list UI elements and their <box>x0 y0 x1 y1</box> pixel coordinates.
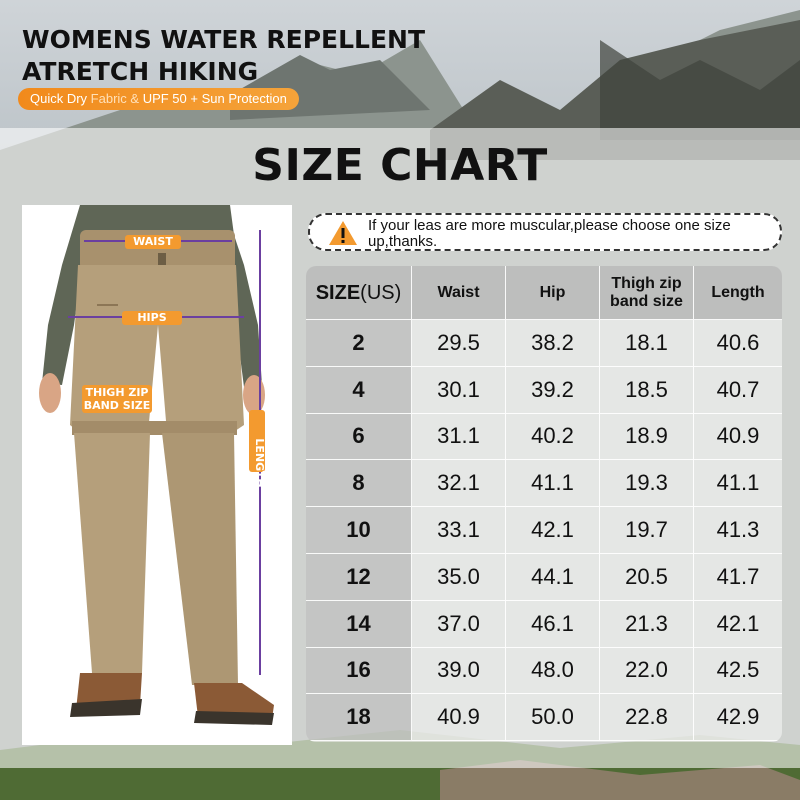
cell-waist: 39.0 <box>412 647 506 695</box>
hips-label: HIPS <box>122 311 182 325</box>
warning-icon <box>329 221 357 245</box>
cell-waist: 33.1 <box>412 507 506 554</box>
table-header-row: SIZE (US) Waist Hip Thigh zip band size L… <box>306 266 782 320</box>
cell-thigh: 22.8 <box>600 694 694 742</box>
cell-waist: 29.5 <box>412 320 506 367</box>
cell-thigh: 18.5 <box>600 366 694 414</box>
title-line-2: ATRETCH HIKING <box>22 57 259 86</box>
thigh-zip-label-line-2: BAND SIZE <box>83 399 151 412</box>
table-row: 4 30.1 39.2 18.5 40.7 <box>306 366 782 414</box>
size-header-label: SIZE <box>315 281 361 304</box>
cell-thigh: 19.7 <box>600 507 694 554</box>
cell-thigh: 21.3 <box>600 600 694 648</box>
cell-size: 8 <box>306 460 412 508</box>
fit-notice: If your leas are more muscular,please ch… <box>308 213 782 251</box>
cell-hip: 42.1 <box>506 507 600 554</box>
cell-length: 41.7 <box>694 554 782 601</box>
table-row: 16 39.0 48.0 22.0 42.5 <box>306 647 782 695</box>
cell-hip: 50.0 <box>506 694 600 742</box>
cell-waist: 37.0 <box>412 600 506 648</box>
cell-length: 40.9 <box>694 413 782 461</box>
table-row: 10 33.1 42.1 19.7 41.3 <box>306 507 782 554</box>
fit-notice-text: If your leas are more muscular,please ch… <box>368 217 731 250</box>
cell-hip: 40.2 <box>506 413 600 461</box>
table-row: 14 37.0 46.1 21.3 42.1 <box>306 600 782 648</box>
size-table: SIZE (US) Waist Hip Thigh zip band size L… <box>306 266 782 742</box>
cell-size: 10 <box>306 507 412 554</box>
cell-hip: 39.2 <box>506 366 600 414</box>
model-illustration <box>39 205 274 725</box>
column-header-size: SIZE (US) <box>306 266 412 320</box>
model-image: WAIST HIPS THIGH ZIP BAND SIZE LENGTH <box>22 205 292 745</box>
waist-label: WAIST <box>125 235 181 249</box>
column-header-thigh: Thigh zip band size <box>600 266 694 320</box>
column-header-waist: Waist <box>412 266 506 320</box>
thigh-zip-label: THIGH ZIP BAND SIZE <box>82 385 152 413</box>
cell-length: 40.7 <box>694 366 782 414</box>
cell-hip: 44.1 <box>506 554 600 601</box>
cell-length: 42.9 <box>694 694 782 742</box>
table-row: 8 32.1 41.1 19.3 41.1 <box>306 460 782 508</box>
feature-quick-dry: Quick Dry <box>30 91 88 106</box>
cell-hip: 48.0 <box>506 647 600 695</box>
cell-thigh: 20.5 <box>600 554 694 601</box>
cell-size: 4 <box>306 366 412 414</box>
cell-waist: 30.1 <box>412 366 506 414</box>
cell-thigh: 22.0 <box>600 647 694 695</box>
size-chart-heading: SIZE CHART <box>252 140 548 191</box>
cell-hip: 38.2 <box>506 320 600 367</box>
cell-size: 12 <box>306 554 412 601</box>
cell-thigh: 19.3 <box>600 460 694 508</box>
table-row: 2 29.5 38.2 18.1 40.6 <box>306 320 782 367</box>
cell-length: 41.3 <box>694 507 782 554</box>
feature-badge: Quick Dry Fabric & UPF 50 + Sun Protecti… <box>18 88 299 110</box>
cell-size: 16 <box>306 647 412 695</box>
table-row: 6 31.1 40.2 18.9 40.9 <box>306 413 782 461</box>
cell-size: 6 <box>306 413 412 461</box>
cell-waist: 31.1 <box>412 413 506 461</box>
feature-fabric: Fabric & <box>87 91 143 106</box>
feature-upf: UPF 50 + Sun Protection <box>142 91 287 106</box>
cell-hip: 46.1 <box>506 600 600 648</box>
cell-hip: 41.1 <box>506 460 600 508</box>
cell-size: 18 <box>306 694 412 742</box>
size-header-unit: (US) <box>360 281 402 304</box>
cell-waist: 35.0 <box>412 554 506 601</box>
thigh-zip-label-line-1: THIGH ZIP <box>85 386 149 399</box>
cell-size: 14 <box>306 600 412 648</box>
title-line-1: WOMENS WATER REPELLENT <box>22 25 426 54</box>
cell-waist: 40.9 <box>412 694 506 742</box>
cell-length: 42.1 <box>694 600 782 648</box>
cell-length: 40.6 <box>694 320 782 367</box>
cell-size: 2 <box>306 320 412 367</box>
column-header-hip: Hip <box>506 266 600 320</box>
cell-thigh: 18.9 <box>600 413 694 461</box>
table-row: 12 35.0 44.1 20.5 41.7 <box>306 554 782 601</box>
product-title: WOMENS WATER REPELLENT ATRETCH HIKING <box>22 24 482 88</box>
cell-thigh: 18.1 <box>600 320 694 367</box>
column-header-length: Length <box>694 266 782 320</box>
cell-length: 41.1 <box>694 460 782 508</box>
cell-waist: 32.1 <box>412 460 506 508</box>
cell-length: 42.5 <box>694 647 782 695</box>
table-row: 18 40.9 50.0 22.8 42.9 <box>306 694 782 742</box>
length-label: LENGTH <box>249 410 266 488</box>
length-label-text: LENGTH <box>253 438 266 488</box>
